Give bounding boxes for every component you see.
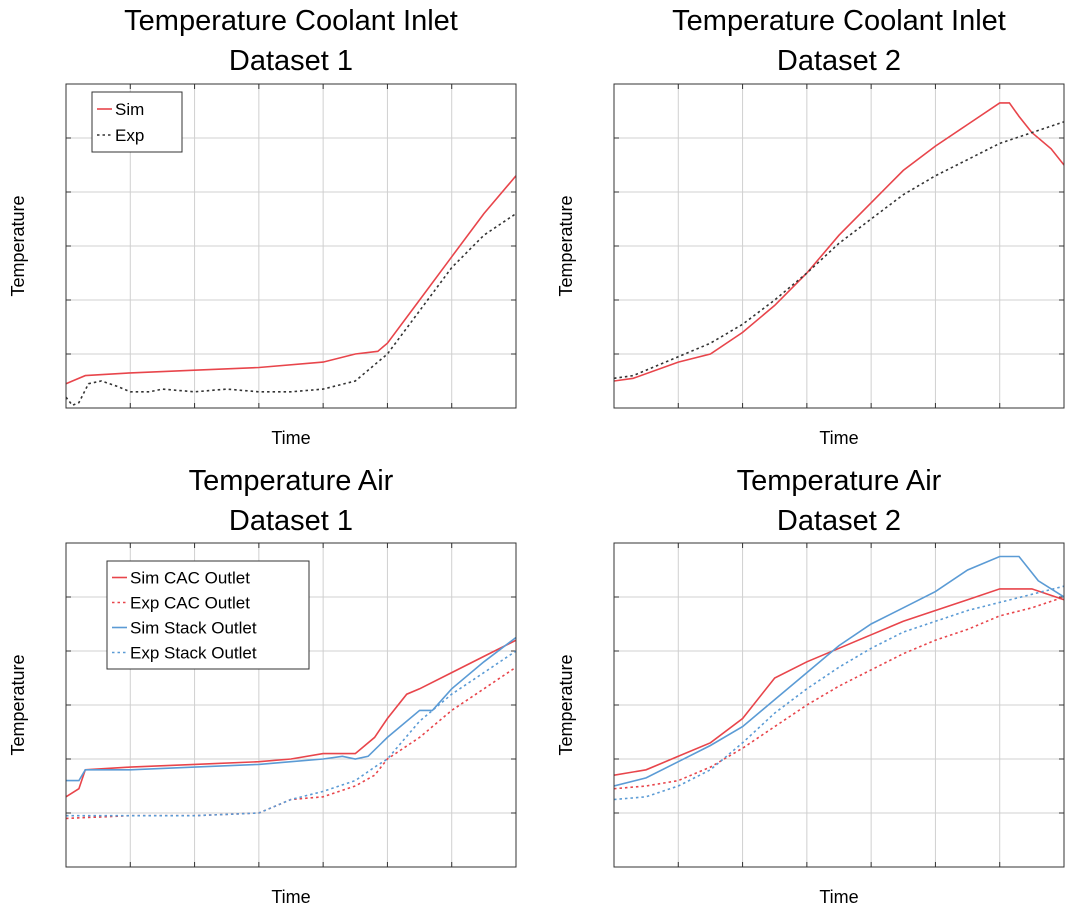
plot-area-frame [65,542,517,868]
series-line-exp [614,121,1064,380]
legend-entry: Sim CAC Outlet [130,569,250,588]
chart-panel-3: Temperature Air Dataset 1 Time Temperature S… [8,465,517,907]
series-line-sim-stack-outlet [66,636,516,782]
chart-title-line-1: Temperature Air [189,465,394,497]
series-line-sim-cac-outlet [614,588,1064,776]
y-axis-label: Temperature [8,654,28,755]
legend-box [91,91,183,153]
legend-entry: Exp CAC Outlet [130,594,250,613]
y-axis-label: Temperature [8,195,28,296]
x-axis-label: Time [819,428,858,448]
series-line-sim [614,102,1064,382]
series-line-sim-stack-outlet [614,555,1064,787]
series-line-exp [66,212,516,407]
series-line-exp-stack-outlet [66,650,516,817]
chart-title-line-1: Temperature Coolant Inlet [672,5,1006,37]
series-line-exp-stack-outlet [614,585,1064,801]
legend-entry: Exp [115,126,144,145]
y-axis-label: Temperature [556,654,576,755]
legend-entry: Exp Stack Outlet [130,644,257,663]
chart-panel-4: Temperature Air Dataset 2 Time Temperature [556,465,1065,907]
chart-title-line-2: Dataset 1 [229,505,353,537]
x-axis-label: Time [271,428,310,448]
series-line-sim [66,175,516,385]
series-line-exp-cac-outlet [66,666,516,820]
legend-box [106,560,310,670]
legend: Sim Exp [91,91,183,153]
chart-title-line-1: Temperature Air [737,465,942,497]
x-axis-label: Time [271,887,310,907]
chart-title-line-1: Temperature Coolant Inlet [124,5,458,37]
chart-title-line-2: Dataset 1 [229,45,353,77]
legend: Sim CAC Outlet Exp CAC Outlet Sim Stack Ou… [106,560,310,670]
legend-entry: Sim Stack Outlet [130,619,257,638]
chart-panel-1: Temperature Coolant Inlet Dataset 1 Time Te… [8,5,517,448]
y-axis-label: Temperature [556,195,576,296]
series-line-sim-cac-outlet [66,639,516,798]
plot-area-frame [613,542,1065,868]
plot-area-frame [613,83,1065,409]
plot-area-frame [65,83,517,409]
chart-panel-2: Temperature Coolant Inlet Dataset 2 Time Te… [556,5,1065,448]
chart-title-line-2: Dataset 2 [777,45,901,77]
chart-title-line-2: Dataset 2 [777,505,901,537]
x-axis-label: Time [819,887,858,907]
legend-entry: Sim [115,100,144,119]
